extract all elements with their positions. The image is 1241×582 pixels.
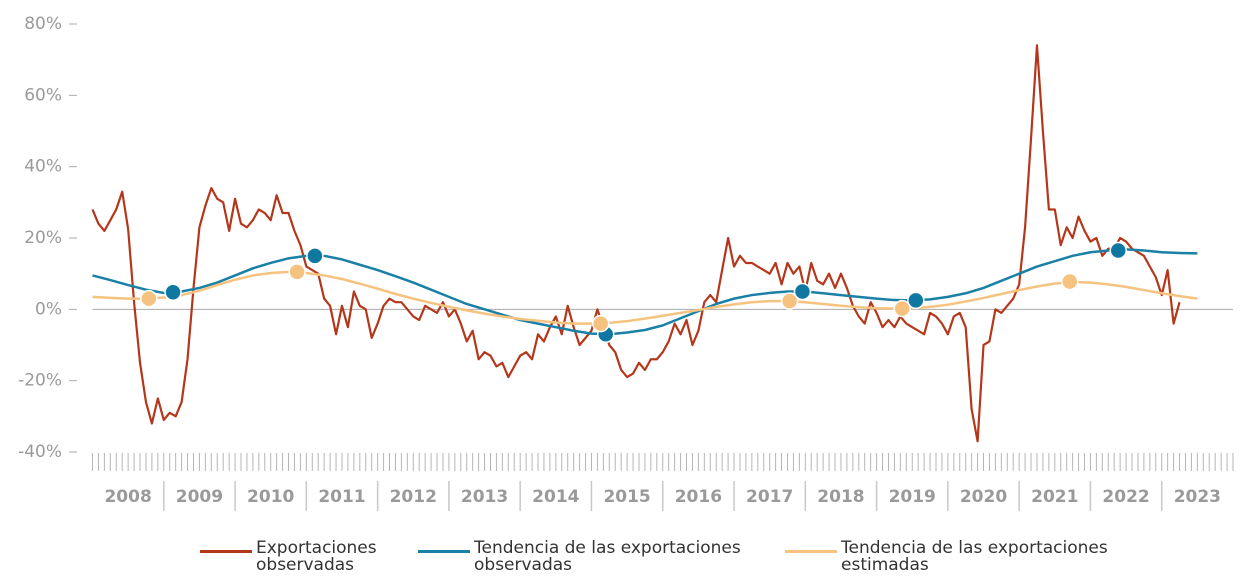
trend-marker bbox=[306, 247, 324, 265]
trend-marker bbox=[780, 292, 799, 310]
y-tick-label: 60% bbox=[24, 85, 62, 105]
x-tick-label: 2015 bbox=[603, 487, 650, 507]
y-tick-label: -20% bbox=[18, 371, 62, 391]
legend-label: Tendencia de las exportaciones observada… bbox=[474, 538, 741, 575]
x-tick-label: 2008 bbox=[104, 487, 151, 507]
legend-item: Tendencia de las exportaciones observada… bbox=[418, 540, 764, 574]
legend-label: Tendencia de las exportaciones estimadas bbox=[841, 538, 1108, 575]
trend-marker bbox=[288, 263, 306, 281]
x-tick-label: 2009 bbox=[176, 487, 223, 507]
legend-swatch bbox=[785, 550, 837, 553]
trend-marker bbox=[164, 283, 182, 301]
x-tick-label: 2017 bbox=[746, 487, 793, 507]
x-tick-label: 2020 bbox=[960, 487, 1007, 507]
y-tick-label: 0% bbox=[35, 299, 62, 319]
x-tick-label: 2014 bbox=[532, 487, 579, 507]
trend-marker bbox=[893, 299, 912, 318]
y-tick-label: 40% bbox=[24, 157, 62, 177]
legend-label: Exportaciones observadas bbox=[256, 538, 377, 575]
y-tick-label: 20% bbox=[24, 228, 62, 248]
legend-item: Exportaciones observadas bbox=[200, 540, 396, 574]
y-tick-label: 80% bbox=[24, 14, 62, 34]
x-tick-label: 2016 bbox=[675, 487, 722, 507]
trend-marker bbox=[591, 314, 610, 333]
y-tick-label: -40% bbox=[18, 442, 62, 462]
trend-marker bbox=[793, 282, 812, 301]
x-tick-label: 2019 bbox=[889, 487, 936, 507]
x-tick-label: 2021 bbox=[1031, 487, 1078, 507]
x-tick-label: 2018 bbox=[817, 487, 864, 507]
legend-item: Tendencia de las exportaciones estimadas bbox=[785, 540, 1141, 574]
x-tick-label: 2011 bbox=[318, 487, 365, 507]
trend-marker bbox=[1109, 241, 1127, 260]
series-line bbox=[92, 248, 1198, 336]
x-tick-label: 2010 bbox=[247, 487, 294, 507]
series-line bbox=[91, 44, 1181, 443]
x-tick-label: 2012 bbox=[390, 487, 437, 507]
legend-swatch bbox=[418, 550, 470, 553]
x-tick-label: 2013 bbox=[461, 487, 508, 507]
trend-marker bbox=[1061, 272, 1079, 291]
x-tick-label: 2022 bbox=[1102, 487, 1149, 507]
trend-marker bbox=[907, 291, 925, 310]
plot: -40% -20% 0% 20% 40% 60% 80% 2008 2009 2010 2011 20… bbox=[18, 14, 1234, 511]
x-tick-label: 2023 bbox=[1174, 487, 1221, 507]
trend-marker bbox=[140, 289, 158, 308]
series-line bbox=[92, 270, 1198, 325]
legend-swatch bbox=[200, 550, 252, 553]
